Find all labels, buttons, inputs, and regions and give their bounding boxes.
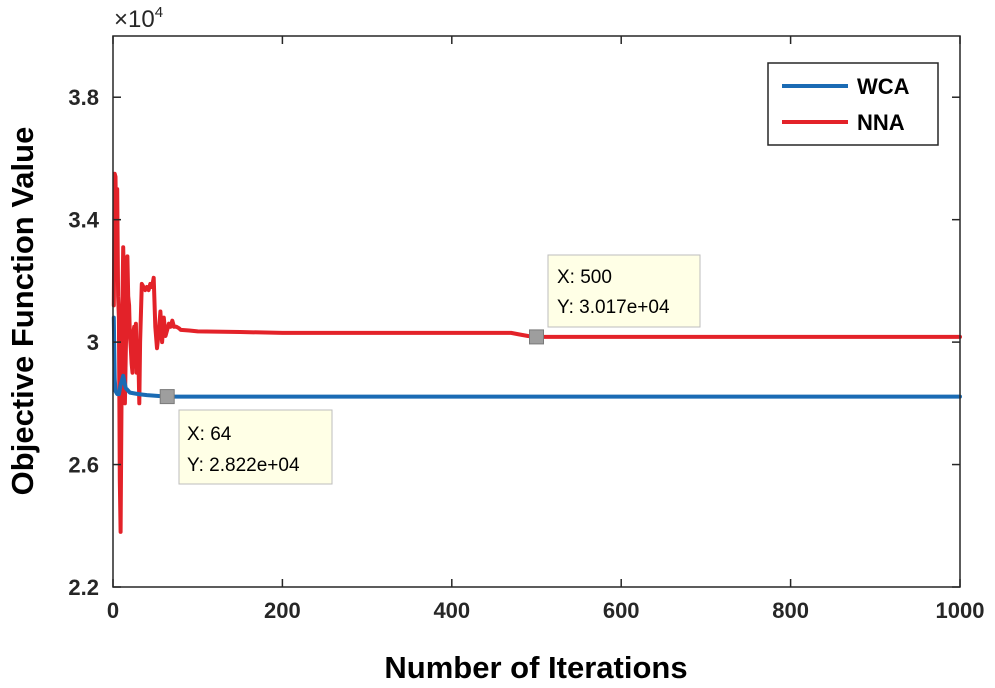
datatip-x-text: X: 64	[187, 424, 232, 445]
series-line-nna	[111, 171, 962, 534]
tick-layer: 0 200 400 600 800 1000 2.2 2.6 3 3.4 3.8	[68, 36, 984, 623]
datatip-wca[interactable]: X: 64 Y: 2.822e+04	[159, 389, 333, 485]
y-tick-label: 2.6	[68, 453, 99, 478]
datatip-box	[178, 409, 333, 485]
x-tick-label: 0	[107, 598, 119, 623]
legend-label-wca: WCA	[857, 74, 910, 99]
series-line-wca	[111, 315, 962, 399]
datatip-y-text: Y: 3.017e+04	[557, 297, 670, 318]
series-layer	[111, 171, 962, 534]
datatip-x-text: X: 500	[557, 267, 612, 288]
legend-label-nna: NNA	[857, 110, 905, 135]
y-tick-label: 2.2	[68, 575, 99, 600]
datatip-marker[interactable]	[529, 329, 544, 345]
x-tick-label: 1000	[936, 598, 985, 623]
y-tick-label: 3	[87, 330, 99, 355]
datatip-marker[interactable]	[159, 389, 175, 405]
x-axis-title: Number of Iterations	[384, 650, 687, 685]
x-tick-label: 200	[264, 598, 301, 623]
x-tick-label: 600	[603, 598, 640, 623]
y-exponent-label: ×104	[114, 4, 163, 33]
datatip-nna[interactable]: X: 500 Y: 3.017e+04	[529, 254, 701, 345]
datatip-box	[547, 254, 701, 328]
legend: WCA NNA	[767, 62, 939, 146]
y-tick-label: 3.8	[68, 85, 99, 110]
datatip-y-text: Y: 2.822e+04	[187, 455, 300, 476]
legend-box	[767, 62, 939, 146]
y-axis-title: Objective Function Value	[5, 127, 40, 496]
y-tick-label: 3.4	[68, 208, 99, 233]
x-tick-label: 400	[433, 598, 470, 623]
x-tick-label: 800	[772, 598, 809, 623]
axes-box	[112, 35, 961, 588]
